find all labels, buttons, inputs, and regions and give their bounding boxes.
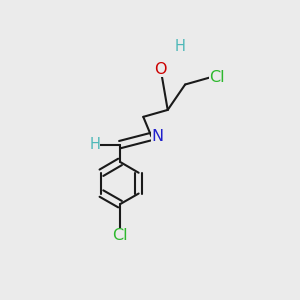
Text: N: N <box>152 129 164 144</box>
Text: O: O <box>154 62 167 77</box>
Text: H: H <box>175 40 185 55</box>
Text: Cl: Cl <box>112 228 128 243</box>
Text: H: H <box>89 137 100 152</box>
Text: Cl: Cl <box>210 70 225 85</box>
